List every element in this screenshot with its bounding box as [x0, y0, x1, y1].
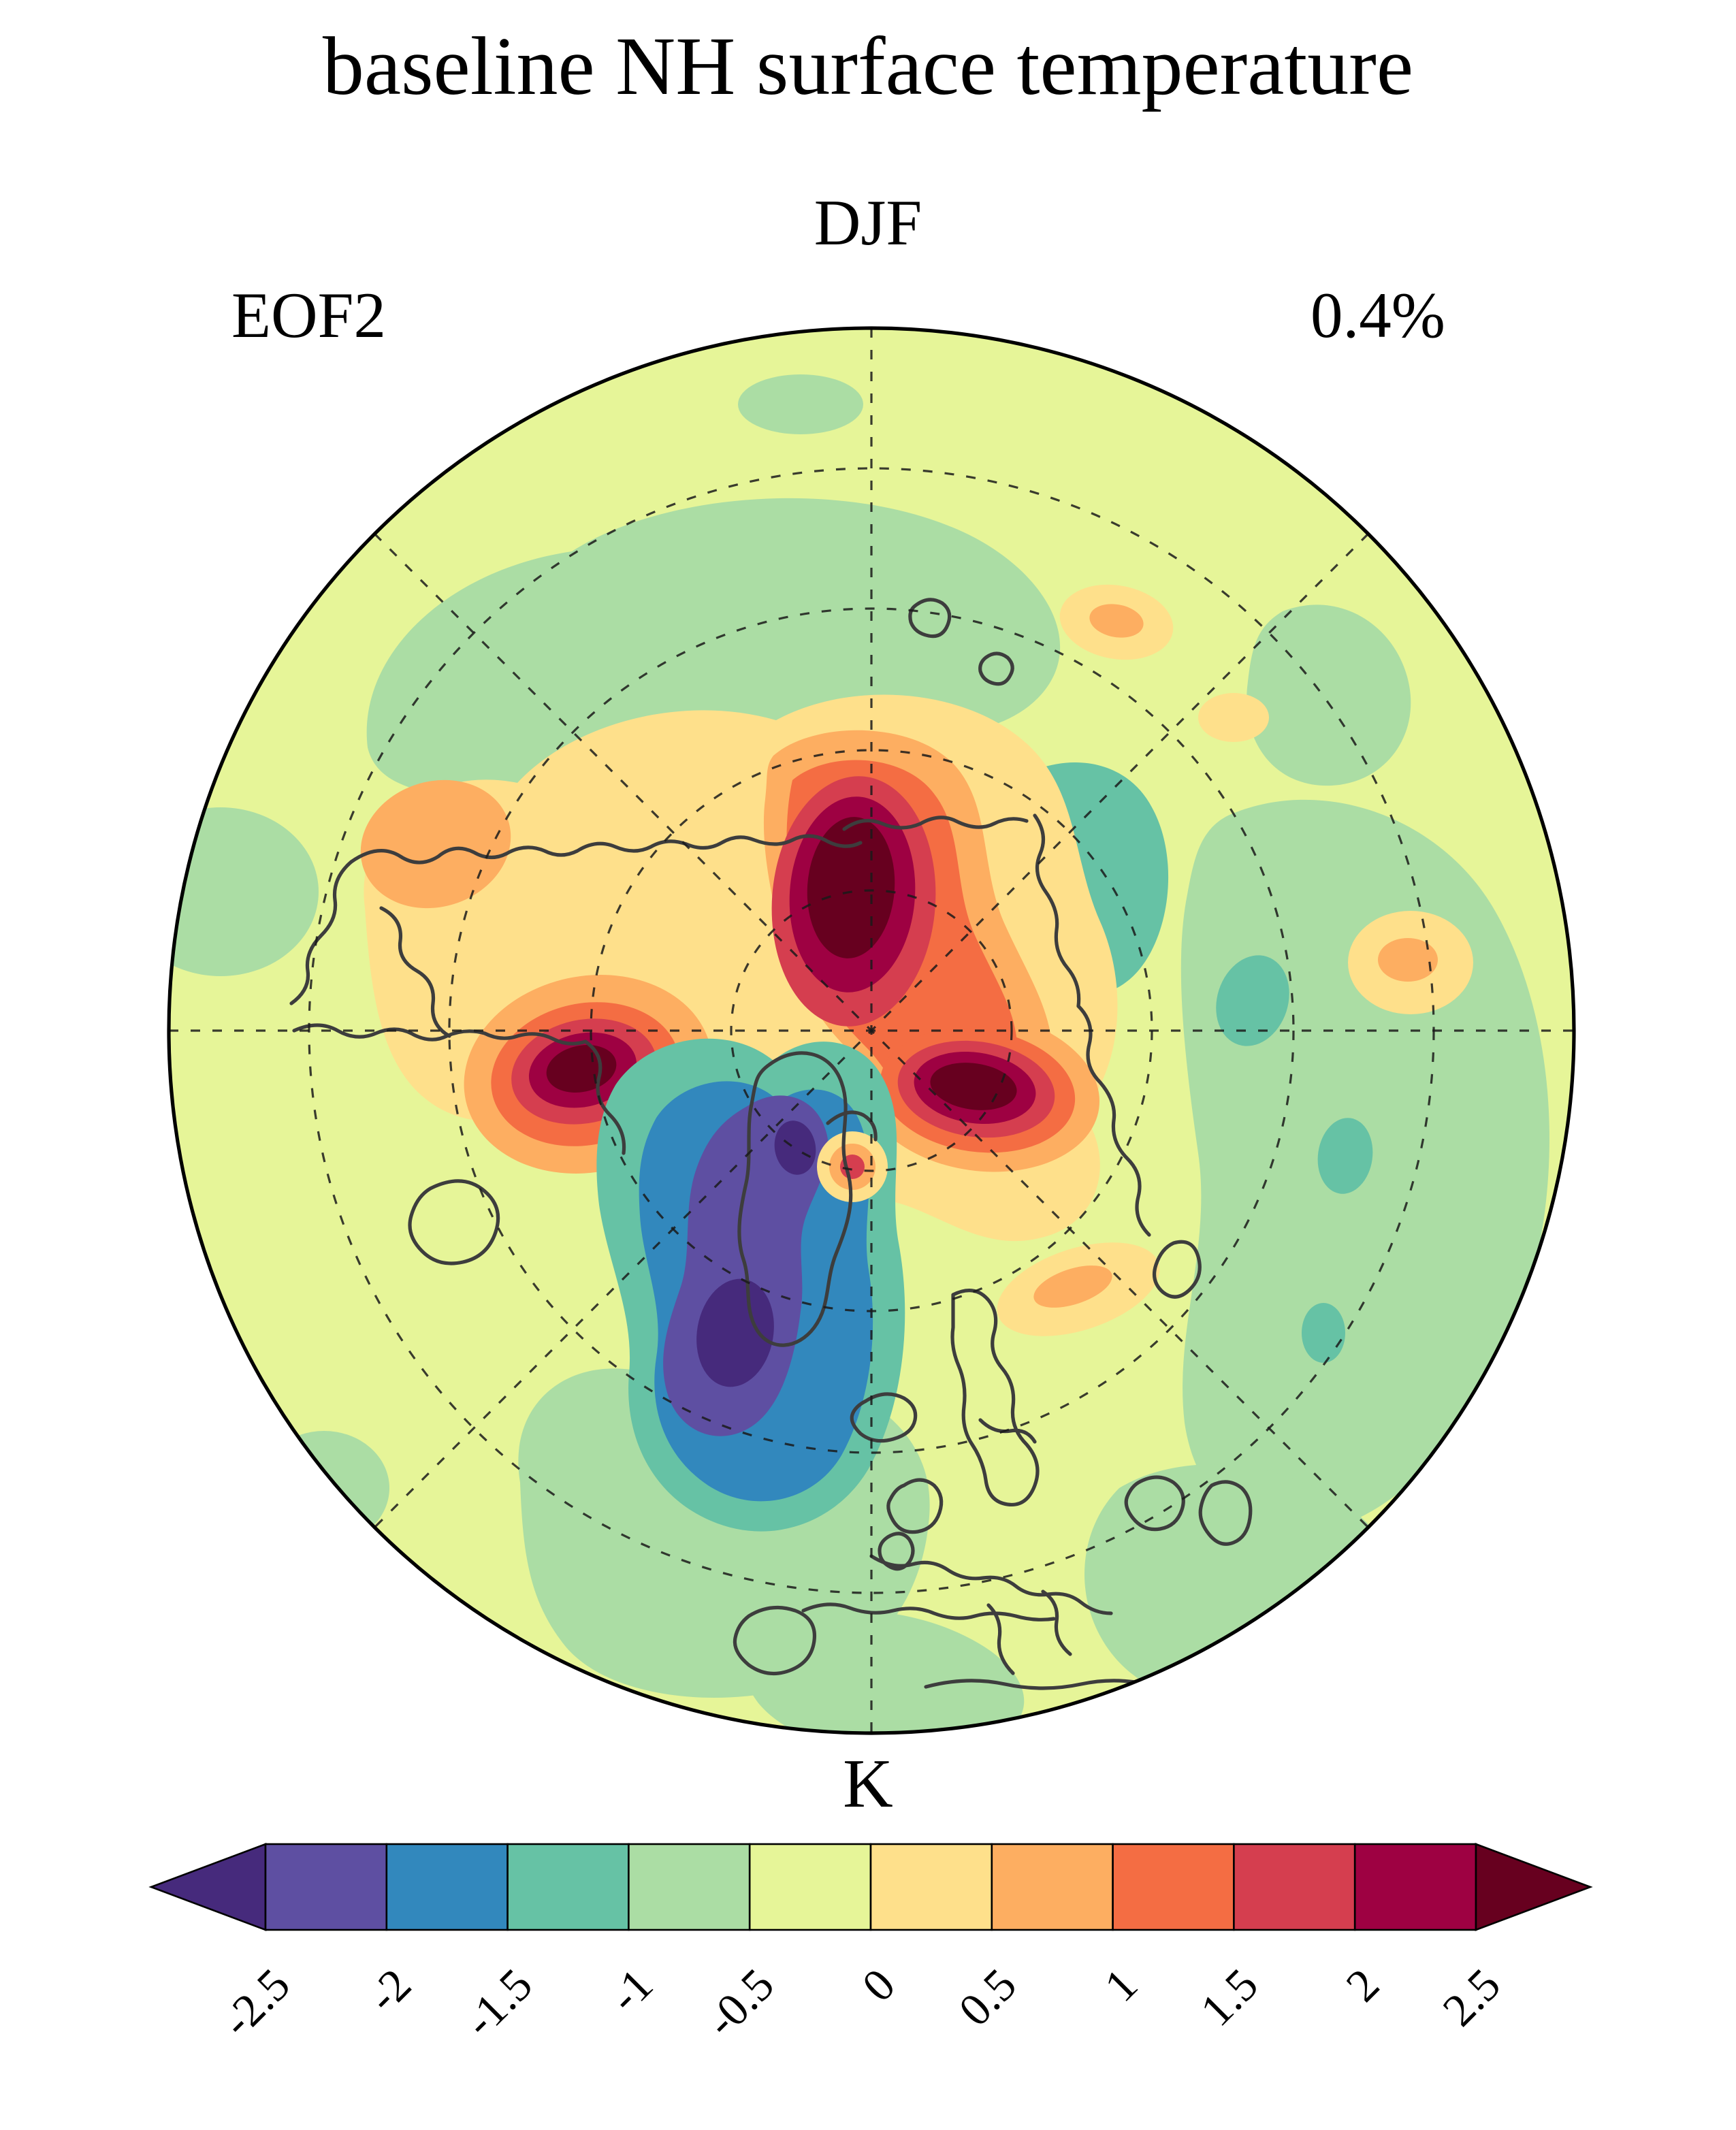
colorbar-unit-label: K [843, 1745, 893, 1822]
figure-title: baseline NH surface temperature [322, 20, 1414, 112]
colorbar-tick-labels: -2.5 -2 -1.5 -1 -0.5 0 0.5 1 1.5 2 2.5 [211, 1958, 1511, 2047]
colorbar-under-arrow [148, 1843, 267, 1931]
season-label: DJF [814, 187, 922, 259]
polar-map [167, 326, 1576, 1735]
coastlines [289, 598, 1253, 1695]
colorbar-over-arrow [1475, 1843, 1593, 1931]
small-warm-spot [817, 1131, 888, 1202]
map-boundary [167, 326, 1576, 1735]
colorbar-segments [264, 1843, 1477, 1931]
graticule [169, 328, 1574, 1733]
variance-explained-label: 0.4% [1311, 279, 1445, 351]
eof-mode-label: EOF2 [231, 279, 386, 351]
warm-patch-bottom [997, 1242, 1160, 1336]
colorbar [148, 1843, 1593, 1931]
cold-spots-right [1216, 955, 1373, 1363]
warm-anomaly-regions [360, 584, 1473, 1242]
